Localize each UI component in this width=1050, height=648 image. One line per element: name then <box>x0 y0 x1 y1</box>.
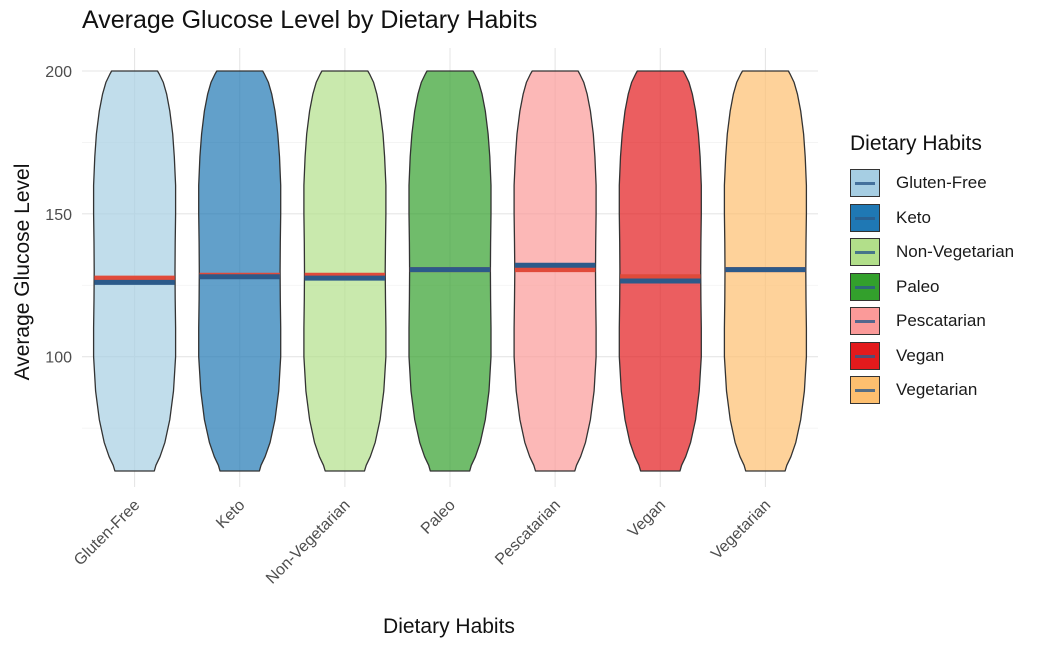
legend-item: Pescatarian <box>850 304 1014 339</box>
violin-non-vegetarian <box>303 70 387 472</box>
legend-label: Non-Vegetarian <box>896 242 1015 262</box>
legend-swatch <box>850 341 880 370</box>
legend-label: Paleo <box>896 276 940 296</box>
x-tick-label: Non-Vegetarian <box>263 497 354 588</box>
legend-item: Non-Vegetarian <box>850 235 1014 270</box>
x-tick-label: Vegetarian <box>708 497 774 563</box>
violins <box>92 70 808 472</box>
y-tick-label: 100 <box>45 350 72 367</box>
violin-vegan <box>618 70 702 472</box>
legend-item: Gluten-Free <box>850 166 1014 201</box>
y-axis-title: Average Glucose Level <box>11 164 34 381</box>
x-axis-ticks: Gluten-Free Keto Non-Vegetarian Paleo Pescat… <box>71 497 774 588</box>
legend-swatch <box>850 376 880 405</box>
legend-swatch <box>850 203 880 232</box>
x-tick-label: Keto <box>213 497 248 532</box>
y-axis-ticks: 100 150 200 <box>45 64 72 367</box>
legend: Dietary Habits Gluten-Free Keto Non-Vegeta… <box>850 132 1014 408</box>
y-tick-label: 150 <box>45 207 72 224</box>
legend-title: Dietary Habits <box>850 132 982 155</box>
legend-label: Keto <box>896 207 931 227</box>
legend-items: Gluten-Free Keto Non-Vegetarian Paleo Pescat… <box>850 166 1014 408</box>
x-tick-label: Paleo <box>418 497 459 538</box>
legend-swatch <box>850 272 880 301</box>
y-tick-label: 200 <box>45 64 72 81</box>
violin-keto <box>198 70 282 472</box>
legend-item: Vegetarian <box>850 373 1014 408</box>
x-tick-label: Gluten-Free <box>71 497 143 569</box>
legend-swatch <box>850 238 880 267</box>
legend-item: Keto <box>850 201 1014 236</box>
summary-markers <box>94 262 806 285</box>
x-axis-title: Dietary Habits <box>383 615 515 638</box>
legend-swatch <box>850 307 880 336</box>
violin-gluten-free <box>92 70 177 472</box>
x-tick-label: Vegan <box>625 497 669 541</box>
legend-label: Vegetarian <box>896 380 978 400</box>
x-tick-label: Pescatarian <box>492 497 564 569</box>
chart-title: Average Glucose Level by Dietary Habits <box>82 6 538 34</box>
legend-label: Gluten-Free <box>896 173 987 193</box>
legend-item: Paleo <box>850 270 1014 305</box>
legend-label: Pescatarian <box>896 311 986 331</box>
legend-swatch <box>850 169 880 198</box>
legend-item: Vegan <box>850 339 1014 374</box>
legend-label: Vegan <box>896 345 945 365</box>
